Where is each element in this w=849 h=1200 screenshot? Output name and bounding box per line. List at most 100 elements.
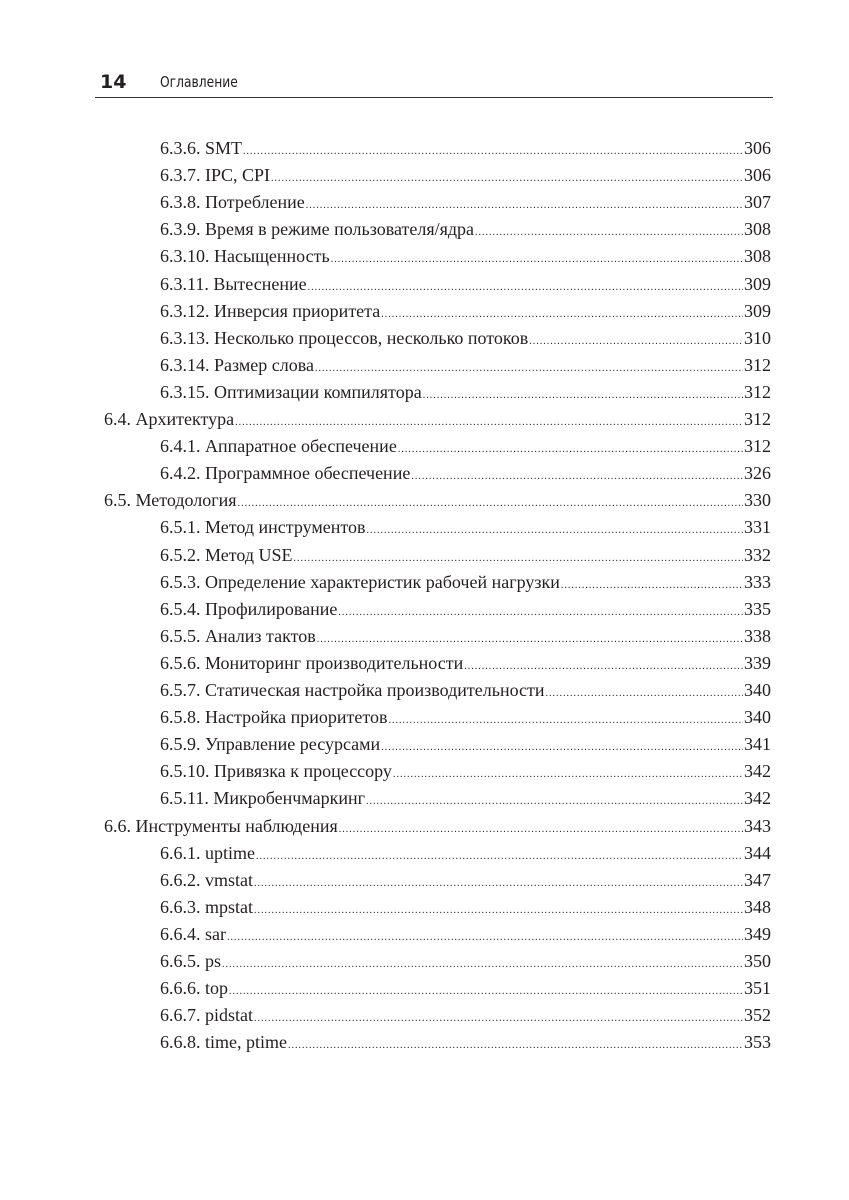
dot-leader (238, 492, 743, 516)
toc-entry-page: 308 (744, 219, 771, 240)
toc-entry-title: 6.6.5. ps (160, 951, 222, 971)
dot-leader (546, 682, 743, 706)
dot-leader (464, 655, 743, 679)
toc-entry-title: 6.3.13. Несколько процессов, несколько п… (160, 327, 529, 348)
toc-entry-title: 6.5.9. Управление ресурсами (160, 734, 381, 755)
toc-entry-page: 312 (744, 381, 771, 402)
toc-entry-title: 6.3.11. Вытеснение (160, 273, 307, 294)
toc-entry-title: 6.4. Архитектура (104, 409, 235, 429)
toc-entry-title: 6.5.3. Определение характеристик рабочей… (160, 571, 560, 592)
toc-entry-page: 309 (744, 273, 771, 294)
toc-entry-page: 309 (744, 300, 771, 321)
toc-entry[interactable]: 6.6.3. mpstat 348 (160, 895, 771, 919)
toc-entry[interactable]: 6.6.7. pidstat 352 (160, 1003, 771, 1027)
toc-entry-title: 6.6. Инструменты наблюдения (104, 815, 338, 836)
dot-leader (306, 194, 743, 218)
toc-entry[interactable]: 6.3.14. Размер слова 312 (160, 353, 771, 377)
toc-entry[interactable]: 6.5.10. Привязка к процессору 342 (160, 759, 771, 783)
toc-entry[interactable]: 6.4.1. Аппаратное обеспечение 312 (160, 434, 771, 458)
toc-entry-page: 308 (744, 246, 771, 267)
toc-entry[interactable]: 6.4.2. Программное обеспечение 326 (160, 461, 771, 485)
dot-leader (475, 221, 743, 245)
toc-entry-title: 6.4.2. Программное обеспечение (160, 463, 411, 484)
toc-entry[interactable]: 6.6.6. top 351 (160, 976, 771, 1000)
toc-entry[interactable]: 6.5.6. Мониторинг производительности 339 (160, 651, 771, 675)
dot-leader (393, 763, 743, 787)
toc-entry[interactable]: 6.5.4. Профилирование 335 (160, 597, 771, 621)
toc-entry[interactable]: 6.5.8. Настройка приоритетов 340 (160, 705, 771, 729)
toc-entry-page: 331 (744, 517, 771, 538)
toc-entry[interactable]: 6.3.6. SMT 306 (160, 136, 771, 160)
toc-entry-title: 6.6.6. top (160, 978, 229, 999)
dot-leader (398, 438, 743, 462)
toc-entry-title: 6.3.9. Время в режиме пользователя/ядра (160, 219, 475, 240)
dot-leader (423, 384, 743, 408)
toc-entry-page: 344 (744, 842, 771, 863)
toc-entry[interactable]: 6.6.5. ps 350 (160, 949, 771, 973)
toc-entry[interactable]: 6.5.2. Метод USE 332 (160, 543, 771, 567)
toc-entry[interactable]: 6.4. Архитектура 312 (104, 407, 771, 431)
toc-entry-page: 353 (744, 1032, 771, 1053)
toc-entry[interactable]: 6.5.9. Управление ресурсами 341 (160, 732, 771, 756)
dot-leader (308, 276, 743, 300)
dot-leader (338, 601, 743, 625)
toc-entry[interactable]: 6.5. Методология 330 (104, 488, 771, 512)
toc-entry[interactable]: 6.5.3. Определение характеристик рабочей… (160, 570, 771, 594)
toc-entry[interactable]: 6.3.13. Несколько процессов, несколько п… (160, 326, 771, 350)
toc-entry-title: 6.6.4. sar (160, 923, 226, 944)
toc-entry-page: 349 (744, 923, 771, 944)
header-rule (95, 97, 773, 98)
dot-leader (331, 248, 743, 272)
toc-entry-title: 6.5. Методология (104, 490, 237, 511)
toc-entry-page: 352 (744, 1005, 771, 1026)
toc-entry-title: 6.5.11. Микробенчмаркинг (160, 788, 365, 809)
toc-entry[interactable]: 6.3.9. Время в режиме пользователя/ядра 3… (160, 217, 771, 241)
toc-entry-page: 340 (744, 680, 771, 700)
toc-entry-page: 343 (744, 815, 771, 836)
dot-leader (381, 303, 743, 327)
dot-leader (294, 547, 743, 571)
toc-entry-title: 6.3.15. Оптимизации компилятора (160, 381, 422, 402)
toc-entry[interactable]: 6.3.10. Насыщенность 308 (160, 244, 771, 268)
toc-entry-page: 332 (744, 544, 771, 565)
toc-entry-title: 6.3.7. IPC, CPI (160, 165, 271, 186)
toc-entry[interactable]: 6.3.11. Вытеснение 309 (160, 272, 771, 296)
dot-leader (243, 140, 743, 164)
toc-entry[interactable]: 6.3.15. Оптимизации компилятора 312 (160, 380, 771, 404)
dot-leader (561, 574, 743, 598)
toc-entry-title: 6.3.10. Насыщенность (160, 246, 330, 267)
dot-leader (366, 790, 743, 814)
toc-entry[interactable]: 6.5.11. Микробенчмаркинг 342 (160, 786, 771, 810)
dot-leader (229, 980, 743, 1004)
dot-leader (381, 736, 743, 760)
running-title: Оглавление (160, 73, 238, 91)
toc-entry[interactable]: 6.3.8. Потребление 307 (160, 190, 771, 214)
toc-entry-title: 6.5.6. Мониторинг производительности (160, 652, 464, 673)
toc-entry-title: 6.5.7. Статическая настройка производите… (160, 680, 545, 700)
toc-entry-title: 6.5.2. Метод USE (160, 544, 293, 565)
toc-entry-page: 342 (744, 761, 771, 782)
toc-entry-page: 340 (744, 707, 771, 728)
toc-entry-page: 338 (744, 625, 771, 646)
toc-entry[interactable]: 6.6.2. vmstat 347 (160, 868, 771, 892)
toc-entry[interactable]: 6.6. Инструменты наблюдения 343 (104, 814, 771, 838)
dot-leader (271, 167, 743, 191)
toc-entry[interactable]: 6.3.12. Инверсия приоритета 309 (160, 299, 771, 323)
dot-leader (389, 709, 743, 733)
dot-leader (254, 872, 743, 896)
toc-entry-page: 342 (744, 788, 771, 809)
toc-entry[interactable]: 6.6.8. time, ptime 353 (160, 1030, 771, 1054)
toc-entry[interactable]: 6.3.7. IPC, CPI 306 (160, 163, 771, 187)
toc-entry[interactable]: 6.5.5. Анализ тактов 338 (160, 624, 771, 648)
toc-entry[interactable]: 6.5.7. Статическая настройка производите… (160, 678, 771, 702)
toc-entry-page: 312 (744, 436, 771, 457)
toc-entry[interactable]: 6.6.1. uptime 344 (160, 841, 771, 865)
toc-entry[interactable]: 6.6.4. sar 349 (160, 922, 771, 946)
toc-entry-title: 6.3.12. Инверсия приоритета (160, 300, 381, 321)
toc-entry-title: 6.3.14. Размер слова (160, 354, 314, 375)
dot-leader (254, 899, 743, 923)
dot-leader (315, 357, 743, 381)
toc-entry-title: 6.3.8. Потребление (160, 192, 305, 213)
toc-entry[interactable]: 6.5.1. Метод инструментов 331 (160, 515, 771, 539)
toc-entry-title: 6.6.2. vmstat (160, 869, 253, 890)
